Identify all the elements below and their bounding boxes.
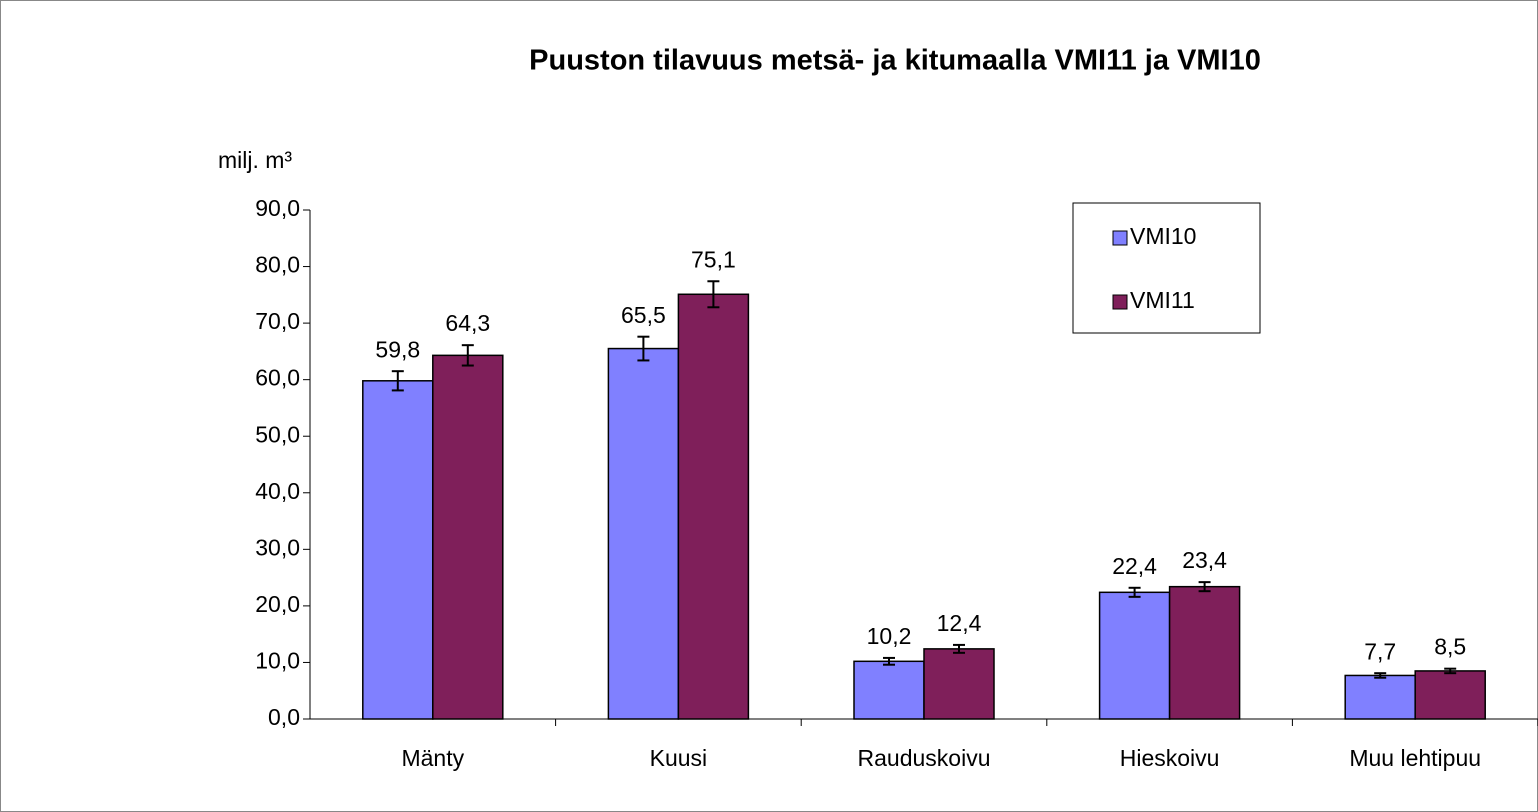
- x-tick-label: Mänty: [401, 745, 464, 771]
- bar: [1344, 674, 1416, 720]
- y-tick-label: 60,0: [255, 365, 300, 391]
- legend-swatch: [1112, 294, 1128, 310]
- y-tick-label: 0,0: [268, 704, 300, 730]
- legend-swatch: [1112, 230, 1128, 246]
- data-label: 12,4: [937, 610, 982, 636]
- error-bar: [461, 344, 474, 367]
- x-tick-label: Rauduskoivu: [858, 745, 991, 771]
- bar: [362, 380, 434, 720]
- error-bar: [1128, 586, 1141, 598]
- y-tick-label: 80,0: [255, 252, 300, 278]
- error-bar: [1444, 667, 1457, 675]
- data-label: 75,1: [691, 246, 736, 272]
- data-label: 8,5: [1434, 634, 1466, 660]
- y-axis-label: milj. m³: [218, 147, 292, 173]
- bar: [853, 660, 925, 720]
- x-tick-label: Hieskoivu: [1120, 745, 1220, 771]
- error-bar: [391, 370, 404, 392]
- y-tick-label: 70,0: [255, 308, 300, 334]
- data-label: 10,2: [867, 623, 912, 649]
- x-tick-label: Muu lehtipuu: [1349, 745, 1481, 771]
- legend-label: VMI10: [1130, 223, 1196, 249]
- data-label: 65,5: [621, 302, 666, 328]
- error-bar: [883, 656, 895, 666]
- bar: [1168, 585, 1241, 720]
- bar: [923, 648, 995, 720]
- bar: [1098, 591, 1171, 720]
- error-bar: [637, 335, 650, 362]
- y-tick-label: 40,0: [255, 478, 300, 504]
- data-label: 7,7: [1364, 638, 1396, 664]
- y-tick-label: 10,0: [255, 648, 300, 674]
- y-tick-label: 30,0: [255, 534, 300, 560]
- bar: [1414, 670, 1486, 720]
- bar: [432, 354, 504, 720]
- bar: [607, 347, 680, 720]
- chart-title: Puuston tilavuus metsä- ja kitumaalla VM…: [529, 45, 1261, 77]
- data-label: 64,3: [445, 310, 490, 336]
- bar: [677, 293, 750, 720]
- error-bar: [1198, 581, 1211, 593]
- y-tick-label: 50,0: [255, 421, 300, 447]
- data-label: 22,4: [1112, 553, 1157, 579]
- legend-box: [1072, 202, 1261, 334]
- error-bar: [1374, 672, 1387, 679]
- error-bar: [707, 280, 720, 309]
- legend-label: VMI11: [1130, 287, 1195, 313]
- y-tick-label: 20,0: [255, 591, 300, 617]
- data-label: 23,4: [1182, 547, 1227, 573]
- data-label: 59,8: [375, 336, 420, 362]
- y-tick-label: 90,0: [255, 195, 300, 221]
- x-tick-label: Kuusi: [650, 745, 708, 771]
- error-bar: [953, 643, 965, 654]
